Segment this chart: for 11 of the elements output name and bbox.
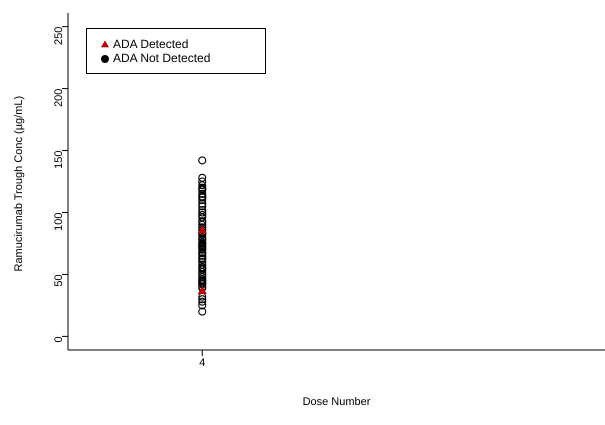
y-tick-label: 250 [52, 26, 65, 45]
y-tick-label: 150 [52, 150, 65, 169]
x-tick-label: 4 [199, 356, 206, 369]
y-axis-title: Ramucirumab Trough Conc (µg/mL) [12, 96, 25, 272]
x-axis-title: Dose Number [302, 396, 371, 408]
legend-label: ADA Detected [113, 37, 188, 51]
y-tick-label: 100 [52, 212, 65, 231]
y-tick-label: 0 [52, 336, 65, 342]
legend-label: ADA Not Detected [113, 51, 210, 65]
y-tick-label: 200 [52, 88, 65, 107]
y-tick-label: 50 [52, 274, 65, 287]
